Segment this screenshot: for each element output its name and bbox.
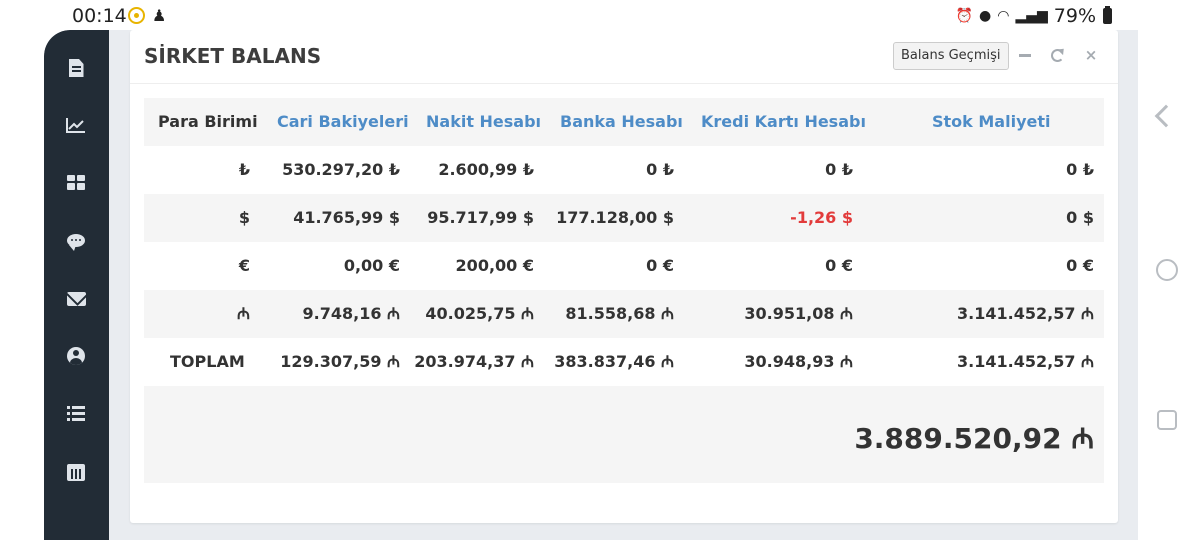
cell-kredi-negative: -1,26 $ xyxy=(790,208,853,227)
grand-total-row: 3.889.520,92 ₼ xyxy=(144,386,1104,483)
total-cari: 129.307,59 ₼ xyxy=(280,352,400,371)
status-icons: ⏰ ● ◠ ▂▄▆ 79% xyxy=(956,5,1112,27)
table-row: ₺ 530.297,20 ₺ 2.600,99 ₺ 0 ₺ 0 ₺ 0 ₺ xyxy=(144,146,1104,194)
calendar-icon[interactable] xyxy=(66,462,86,482)
cell-stok: 0 $ xyxy=(1066,208,1094,227)
header-bank-account[interactable]: Banka Hesabı xyxy=(560,112,683,131)
document-icon[interactable] xyxy=(66,58,86,78)
envelope-icon[interactable] xyxy=(66,289,86,309)
signal-icon: ▂▄▆ xyxy=(1015,8,1048,24)
cell-stok: 0 ₺ xyxy=(1066,160,1094,179)
alarm-icon: ⏰ xyxy=(955,8,974,24)
table-row: $ 41.765,99 $ 95.717,99 $ 177.128,00 $ -… xyxy=(144,194,1104,242)
cell-kredi: 0 ₺ xyxy=(825,160,853,179)
table-header-row: Para Birimi Cari Bakiyeleri Nakit Hesabı… xyxy=(144,98,1104,146)
recent-apps-icon[interactable] xyxy=(1157,410,1177,430)
battery-icon xyxy=(1103,6,1112,24)
cell-nakit: 40.025,75 ₼ xyxy=(425,304,534,323)
cell-stok: 0 € xyxy=(1066,256,1094,275)
cell-cari: 0,00 € xyxy=(343,256,400,275)
total-kredi: 30.948,93 ₼ xyxy=(744,352,853,371)
cell-nakit: 95.717,99 $ xyxy=(427,208,534,227)
location-icon: ● xyxy=(979,8,992,24)
comment-icon[interactable] xyxy=(66,230,86,251)
cell-nakit: 200,00 € xyxy=(455,256,534,275)
header-cash-account[interactable]: Nakit Hesabı xyxy=(426,112,542,131)
company-balance-panel: SİRKET BALANS Balans Geçmişi × Para Biri… xyxy=(130,30,1118,523)
cell-kredi: 30.951,08 ₼ xyxy=(744,304,853,323)
header-stock-cost[interactable]: Stok Maliyeti xyxy=(932,112,1051,131)
cell-banka: 0 € xyxy=(646,256,674,275)
header-credit-card-account[interactable]: Kredi Kartı Hesabı xyxy=(701,112,866,131)
grand-total: 3.889.520,92 ₼ xyxy=(854,422,1094,455)
cell-banka: 177.128,00 $ xyxy=(556,208,674,227)
balance-table: Para Birimi Cari Bakiyeleri Nakit Hesabı… xyxy=(144,98,1104,483)
back-icon[interactable] xyxy=(1154,104,1178,128)
close-icon[interactable]: × xyxy=(1084,45,1098,64)
dashboard-icon[interactable] xyxy=(66,172,86,192)
whatsapp-icon xyxy=(128,7,145,24)
cell-cari: 41.765,99 $ xyxy=(293,208,400,227)
status-bar: 00:14 ♟ ⏰ ● ◠ ▂▄▆ 79% xyxy=(0,0,1200,30)
list-icon[interactable] xyxy=(66,403,86,423)
total-label: TOPLAM xyxy=(170,352,245,371)
minimize-icon[interactable] xyxy=(1016,46,1034,64)
panel-header: SİRKET BALANS Balans Geçmişi × xyxy=(130,30,1118,84)
cell-banka: 0 ₺ xyxy=(646,160,674,179)
battery-percent: 79% xyxy=(1053,5,1096,27)
line-chart-icon[interactable] xyxy=(66,115,86,135)
total-nakit: 203.974,37 ₼ xyxy=(414,352,534,371)
cell-stok: 3.141.452,57 ₼ xyxy=(957,304,1094,323)
app-notification-icon: ♟ xyxy=(152,6,167,25)
currency-cell: ₼ xyxy=(237,304,250,323)
home-icon[interactable] xyxy=(1156,259,1178,281)
app-frame: SİRKET BALANS Balans Geçmişi × Para Biri… xyxy=(44,30,1138,540)
table-row: ₼ 9.748,16 ₼ 40.025,75 ₼ 81.558,68 ₼ 30.… xyxy=(144,290,1104,338)
currency-cell: € xyxy=(238,256,250,275)
cell-banka: 81.558,68 ₼ xyxy=(565,304,674,323)
user-circle-icon[interactable] xyxy=(66,346,86,366)
cell-cari: 530.297,20 ₺ xyxy=(282,160,400,179)
currency-cell: $ xyxy=(238,208,250,227)
table-row: € 0,00 € 200,00 € 0 € 0 € 0 € xyxy=(144,242,1104,290)
header-currency: Para Birimi xyxy=(158,112,258,131)
total-row: TOPLAM 129.307,59 ₼ 203.974,37 ₼ 383.837… xyxy=(144,338,1104,386)
system-navigation xyxy=(1138,30,1200,540)
status-time: 00:14 xyxy=(72,5,127,27)
cell-nakit: 2.600,99 ₺ xyxy=(438,160,534,179)
sidebar xyxy=(44,30,109,540)
cell-cari: 9.748,16 ₼ xyxy=(302,304,400,323)
balance-history-button[interactable]: Balans Geçmişi xyxy=(893,42,1009,70)
total-stok: 3.141.452,57 ₼ xyxy=(957,352,1094,371)
currency-cell: ₺ xyxy=(238,160,250,179)
cell-kredi: 0 € xyxy=(825,256,853,275)
refresh-icon[interactable] xyxy=(1048,46,1066,64)
panel-title: SİRKET BALANS xyxy=(144,44,322,68)
header-current-balances[interactable]: Cari Bakiyeleri xyxy=(277,112,409,131)
wifi-icon: ◠ xyxy=(997,8,1010,24)
total-banka: 383.837,46 ₼ xyxy=(554,352,674,371)
